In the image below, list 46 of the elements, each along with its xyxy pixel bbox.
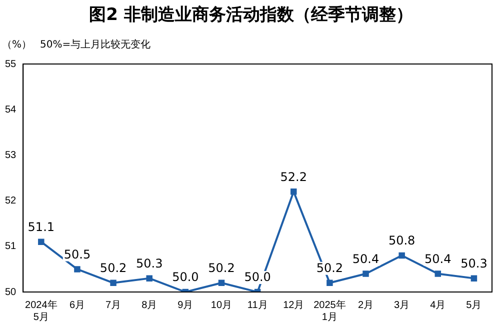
point — [470, 275, 478, 282]
data-label: 50.8 — [388, 234, 416, 248]
data-label: 50.3 — [460, 256, 488, 270]
point — [110, 280, 116, 286]
point — [38, 238, 44, 245]
point — [326, 280, 333, 286]
x-tick-label: 4月 — [430, 300, 446, 311]
point — [362, 270, 369, 277]
data-label: 52.2 — [280, 170, 307, 184]
point — [146, 275, 152, 282]
data-label: 51.1 — [28, 220, 55, 234]
x-tick-label: 11月 — [247, 300, 268, 311]
x-tick-label: 8月 — [142, 300, 158, 311]
text: 50%=与上月比较无变化 — [40, 38, 151, 51]
x-tick-label: 2月 — [358, 300, 374, 311]
x-tick-label: 3月 — [394, 300, 410, 311]
x-tick-label: 5月 — [466, 300, 482, 311]
point — [290, 188, 297, 195]
x-tick-label: 7月 — [106, 300, 122, 311]
x-tick-label: 2024年 5月 — [25, 298, 58, 323]
point — [74, 266, 80, 272]
x-tick-label: 2025年 1月 — [314, 298, 346, 323]
point — [398, 252, 405, 259]
y-tick-label: 55 — [5, 58, 17, 70]
x-tick-label: 6月 — [69, 300, 86, 311]
data-label: 50.0 — [244, 270, 271, 284]
y-tick-label: 53 — [5, 150, 17, 161]
data-label: 50.4 — [352, 252, 380, 266]
point — [434, 270, 442, 277]
chart-title: 图2 非制造业商务活动指数（经季节调整） — [88, 4, 414, 27]
point — [218, 280, 225, 286]
data-label: 50.0 — [172, 270, 199, 284]
y-tick-label: 50 — [5, 286, 17, 298]
x-tick-label: 9月 — [178, 300, 194, 311]
y-tick-label: 54 — [5, 104, 17, 116]
data-label: 50.4 — [424, 252, 452, 266]
data-label: 50.2 — [316, 261, 344, 276]
y-axis-title: （%） — [2, 40, 32, 51]
data-label: 50.5 — [64, 247, 91, 262]
data-label: 50.2 — [100, 261, 127, 276]
data-label: 50.2 — [208, 261, 235, 276]
y-tick-label: 52 — [5, 196, 17, 207]
y-tick-label: 51 — [5, 241, 17, 252]
x-tick-label: 10月 — [210, 300, 232, 311]
x-tick-label: 12月 — [283, 300, 304, 311]
data-label: 50.3 — [136, 256, 163, 270]
